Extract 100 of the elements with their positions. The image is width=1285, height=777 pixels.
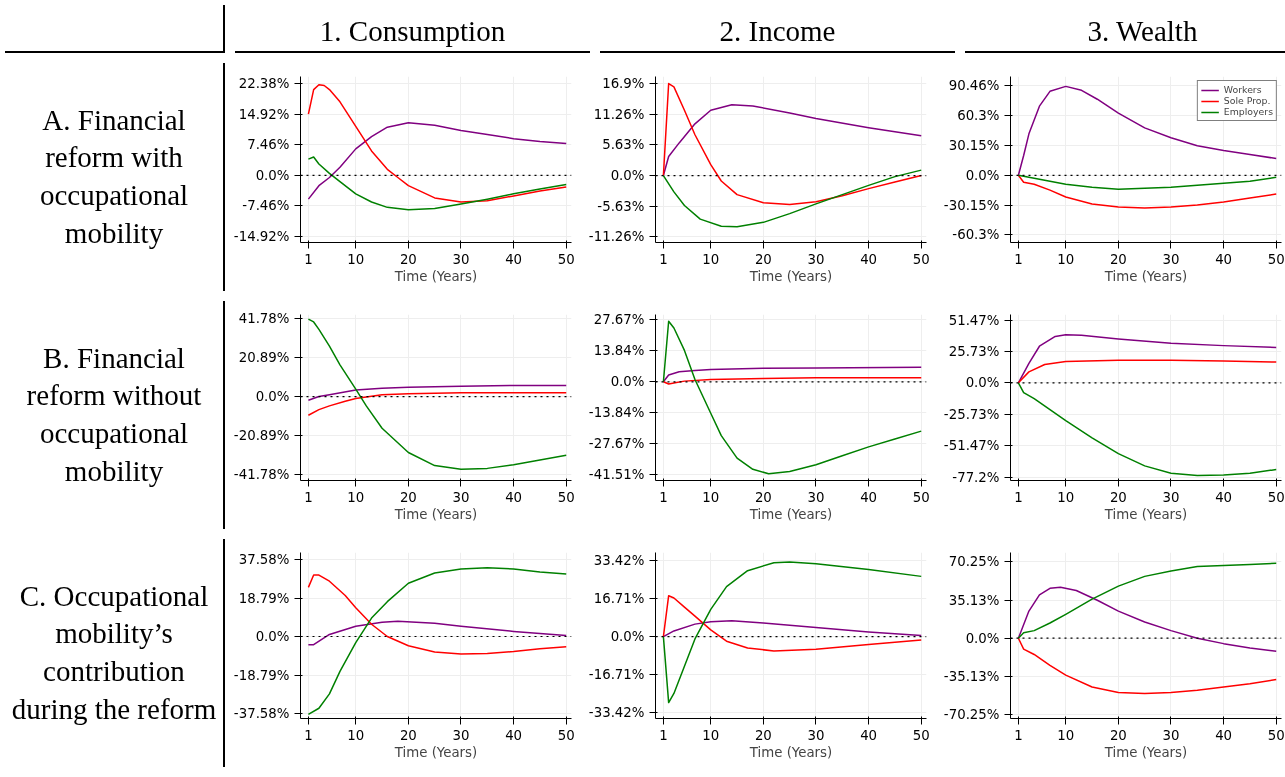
y-tick-label: 5.63% <box>602 137 645 153</box>
line-series <box>662 104 922 177</box>
y-tick-label: 51.47% <box>948 312 1000 328</box>
x-tick-label: 50 <box>557 489 575 505</box>
y-tick-label: 22.38% <box>238 76 290 92</box>
y-tick-label: 0.0% <box>965 167 1000 183</box>
y-tick-label: -77.2% <box>952 469 1000 485</box>
x-tick-label: 1 <box>1014 727 1023 743</box>
y-tick-label: -16.71% <box>588 667 645 683</box>
legend-label: Sole Prop. <box>1223 95 1271 106</box>
y-tick-label: -14.92% <box>233 228 290 244</box>
x-tick-label: 20 <box>754 727 772 743</box>
chart-title: 2. Income <box>719 14 836 49</box>
x-tick-label: 40 <box>860 489 878 505</box>
x-tick-label: 40 <box>1215 489 1233 505</box>
y-tick-label: 35.13% <box>948 592 1000 608</box>
x-tick-label: 30 <box>1162 251 1180 267</box>
x-tick-label: 1 <box>659 251 668 267</box>
line-series <box>1017 586 1277 652</box>
legend-label: Workers <box>1223 84 1262 95</box>
x-tick-label: 1 <box>1014 251 1023 267</box>
y-axis-title: A. Financial reform with occupational mobility <box>38 102 190 251</box>
y-tick-label: 13.84% <box>593 343 645 359</box>
line-series <box>307 384 567 402</box>
x-tick-label: 30 <box>1162 489 1180 505</box>
line-series <box>307 318 567 471</box>
y-tick-label: 33.42% <box>593 553 645 569</box>
x-axis-title: Time (Years) <box>748 744 833 760</box>
x-tick-label: 10 <box>347 727 365 743</box>
y-tick-label: 27.67% <box>593 312 645 328</box>
y-axis-title: B. Financial reform without occupational mobility <box>25 340 203 489</box>
x-axis-title: Time (Years) <box>1103 744 1188 760</box>
x-axis-title: Time (Years) <box>393 744 478 760</box>
x-tick-label: 10 <box>1057 251 1075 267</box>
x-tick-label: 20 <box>399 489 417 505</box>
x-axis-title: Time (Years) <box>748 506 833 522</box>
x-axis-title: Time (Years) <box>748 268 833 284</box>
chart-title: 3. Wealth <box>1087 14 1198 49</box>
x-tick-label: 50 <box>557 251 575 267</box>
y-tick-label: -20.89% <box>233 428 290 444</box>
line-series <box>1017 562 1277 639</box>
x-tick-label: 10 <box>702 489 720 505</box>
x-tick-label: 30 <box>807 251 825 267</box>
line-series <box>1017 174 1277 209</box>
y-tick-label: -27.67% <box>588 436 645 452</box>
x-tick-label: 20 <box>754 489 772 505</box>
x-tick-label: 30 <box>1162 727 1180 743</box>
x-tick-label: 40 <box>860 727 878 743</box>
line-series <box>307 392 567 416</box>
x-tick-label: 50 <box>557 727 575 743</box>
y-tick-label: 14.92% <box>238 106 290 122</box>
x-axis-title: Time (Years) <box>1103 506 1188 522</box>
y-tick-label: -5.63% <box>597 198 645 214</box>
x-tick-label: 20 <box>1109 489 1127 505</box>
x-tick-label: 40 <box>505 251 523 267</box>
x-tick-label: 10 <box>1057 727 1075 743</box>
line-series <box>307 121 567 200</box>
y-tick-label: -37.58% <box>233 706 290 722</box>
x-tick-label: 40 <box>505 727 523 743</box>
y-tick-label: 7.46% <box>247 137 290 153</box>
line-series <box>307 567 567 716</box>
y-tick-label: -25.73% <box>943 406 1000 422</box>
x-tick-label: 30 <box>452 251 470 267</box>
y-tick-label: 20.89% <box>238 350 290 366</box>
y-tick-label: 37.58% <box>238 552 290 568</box>
y-tick-label: -35.13% <box>943 668 1000 684</box>
y-tick-label: -51.47% <box>943 438 1000 454</box>
line-series <box>1017 637 1277 695</box>
line-series <box>662 619 922 638</box>
line-series <box>662 320 922 475</box>
y-tick-label: 25.73% <box>948 343 1000 359</box>
y-tick-label: -33.42% <box>588 705 645 721</box>
line-series <box>662 82 922 206</box>
x-tick-label: 20 <box>399 251 417 267</box>
y-tick-label: -18.79% <box>233 667 290 683</box>
y-tick-label: 11.26% <box>593 106 645 122</box>
x-tick-label: 20 <box>1109 251 1127 267</box>
x-axis-title: Time (Years) <box>393 268 478 284</box>
x-tick-label: 1 <box>659 727 668 743</box>
x-tick-label: 50 <box>912 251 930 267</box>
x-tick-label: 20 <box>399 727 417 743</box>
x-tick-label: 1 <box>304 251 313 267</box>
line-series <box>1017 359 1277 384</box>
x-tick-label: 30 <box>452 727 470 743</box>
line-series <box>1017 174 1277 190</box>
y-tick-label: 41.78% <box>238 311 290 327</box>
x-tick-label: 30 <box>807 489 825 505</box>
x-tick-label: 50 <box>1267 489 1285 505</box>
x-axis-title: Time (Years) <box>393 506 478 522</box>
x-tick-label: 1 <box>304 727 313 743</box>
x-tick-label: 10 <box>347 489 365 505</box>
line-series <box>307 156 567 211</box>
y-tick-label: 0.0% <box>610 629 645 645</box>
line-series <box>307 83 567 203</box>
y-tick-label: 16.9% <box>602 76 645 92</box>
x-tick-label: 40 <box>860 251 878 267</box>
y-tick-label: -11.26% <box>588 229 645 245</box>
y-tick-label: 16.71% <box>593 591 645 607</box>
x-tick-label: 1 <box>1014 489 1023 505</box>
x-tick-label: 20 <box>754 251 772 267</box>
